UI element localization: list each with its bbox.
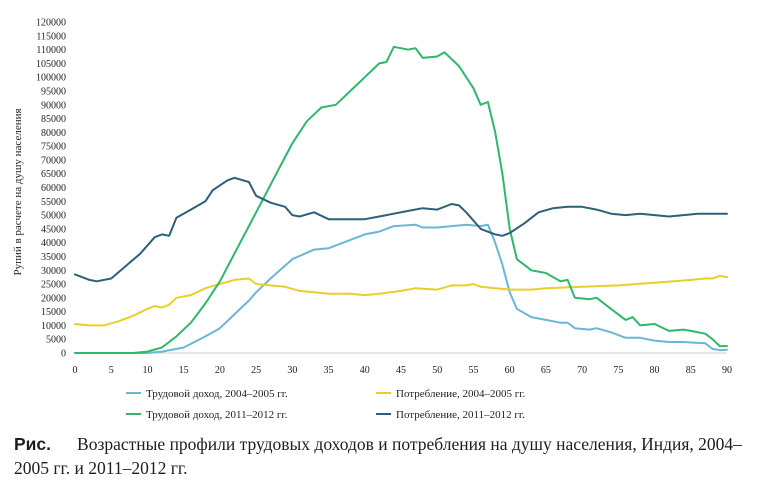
x-tick-label: 80 bbox=[650, 365, 660, 376]
y-tick-label: 25000 bbox=[41, 280, 66, 291]
series-line-3 bbox=[74, 45, 728, 354]
x-tick-label: 45 bbox=[396, 365, 406, 376]
caption-label: Рис. bbox=[14, 434, 52, 454]
x-tick-label: 65 bbox=[541, 365, 551, 376]
y-tick-label: 110000 bbox=[36, 45, 66, 56]
line-chart: Рупий в расчете на душу населения 0 5000 1… bbox=[12, 18, 733, 422]
x-tick-label: 10 bbox=[142, 365, 152, 376]
series-line-4 bbox=[74, 176, 728, 283]
x-tick-label: 85 bbox=[686, 365, 696, 376]
y-axis-title: Рупий в расчете на душу населения bbox=[12, 108, 24, 275]
x-tick-label: 50 bbox=[432, 365, 442, 376]
y-tick-label: 90000 bbox=[41, 100, 66, 111]
legend-label-3: Трудовой доход, 2011–2012 гг. bbox=[146, 409, 288, 421]
x-tick-label: 0 bbox=[73, 365, 78, 376]
legend-label-1: Трудовой доход, 2004–2005 гг. bbox=[146, 388, 288, 400]
x-tick-label: 25 bbox=[251, 365, 261, 376]
y-tick-label: 5000 bbox=[46, 335, 66, 346]
y-tick-label: 15000 bbox=[41, 307, 66, 318]
x-tick-label: 70 bbox=[577, 365, 587, 376]
legend-label-2: Потребление, 2004–2005 гг. bbox=[396, 388, 526, 400]
x-tick-label: 30 bbox=[287, 365, 297, 376]
legend: Трудовой доход, 2004–2005 гг. Потребление… bbox=[126, 388, 526, 421]
figure-caption: Рис. Возрастные профили трудовых доходов … bbox=[14, 432, 762, 480]
x-tick-label: 15 bbox=[179, 365, 189, 376]
caption-text: Возрастные профили трудовых доходов и по… bbox=[14, 434, 742, 478]
x-tick-label: 55 bbox=[468, 365, 478, 376]
y-tick-label: 60000 bbox=[41, 183, 66, 194]
y-tick-label: 20000 bbox=[41, 293, 66, 304]
y-tick-label: 80000 bbox=[41, 128, 66, 139]
y-tick-label: 40000 bbox=[41, 238, 66, 249]
y-tick-label: 35000 bbox=[41, 252, 66, 263]
y-tick-label: 55000 bbox=[41, 197, 66, 208]
y-tick-label: 105000 bbox=[36, 59, 66, 70]
x-tick-label: 75 bbox=[613, 365, 623, 376]
series-line-1 bbox=[74, 223, 728, 354]
y-tick-label: 100000 bbox=[36, 73, 66, 84]
x-tick-label: 20 bbox=[215, 365, 225, 376]
series-lines bbox=[74, 45, 728, 354]
y-tick-label: 0 bbox=[61, 349, 66, 360]
legend-label-4: Потребление, 2011–2012 гг. bbox=[396, 409, 525, 421]
x-tick-label: 90 bbox=[722, 365, 732, 376]
y-tick-label: 115000 bbox=[36, 31, 66, 42]
y-tick-label: 65000 bbox=[41, 169, 66, 180]
y-tick-label: 50000 bbox=[41, 211, 66, 222]
y-tick-label: 120000 bbox=[36, 18, 66, 29]
y-tick-label: 85000 bbox=[41, 114, 66, 125]
y-tick-label: 75000 bbox=[41, 142, 66, 153]
x-tick-label: 40 bbox=[360, 365, 370, 376]
y-tick-label: 10000 bbox=[41, 321, 66, 332]
x-tick-label: 5 bbox=[109, 365, 114, 376]
y-tick-labels: 0 5000 10000 15000 20000 25000 30000 35000 40000… bbox=[36, 18, 66, 360]
x-tick-labels: 0 5 10 15 20 25 30 35 40 45 50 55 60 65 70 75 80 85 90 bbox=[73, 365, 733, 376]
y-tick-label: 30000 bbox=[41, 266, 66, 277]
y-tick-label: 70000 bbox=[41, 155, 66, 166]
y-tick-label: 95000 bbox=[41, 86, 66, 97]
series-line-2 bbox=[74, 274, 728, 327]
x-tick-label: 35 bbox=[324, 365, 334, 376]
x-tick-label: 60 bbox=[505, 365, 515, 376]
y-tick-label: 45000 bbox=[41, 224, 66, 235]
